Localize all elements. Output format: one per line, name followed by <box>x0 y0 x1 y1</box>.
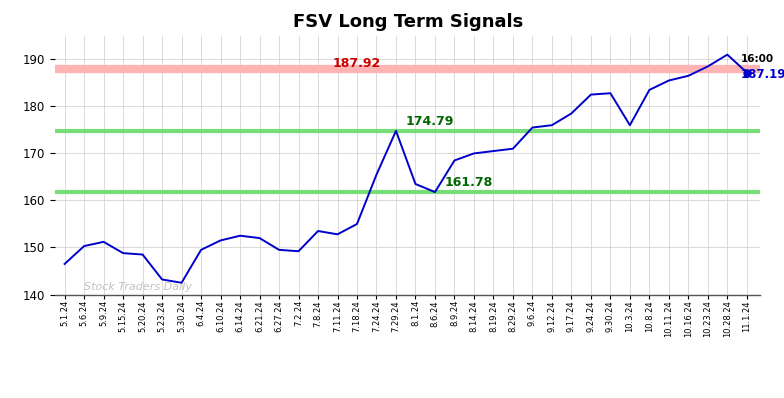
Title: FSV Long Term Signals: FSV Long Term Signals <box>292 14 523 31</box>
Text: 174.79: 174.79 <box>406 115 454 128</box>
Text: 187.19: 187.19 <box>741 68 784 81</box>
Text: 16:00: 16:00 <box>741 54 774 64</box>
Text: 187.92: 187.92 <box>333 57 381 70</box>
Text: Stock Traders Daily: Stock Traders Daily <box>84 282 192 292</box>
Text: 161.78: 161.78 <box>445 176 493 189</box>
